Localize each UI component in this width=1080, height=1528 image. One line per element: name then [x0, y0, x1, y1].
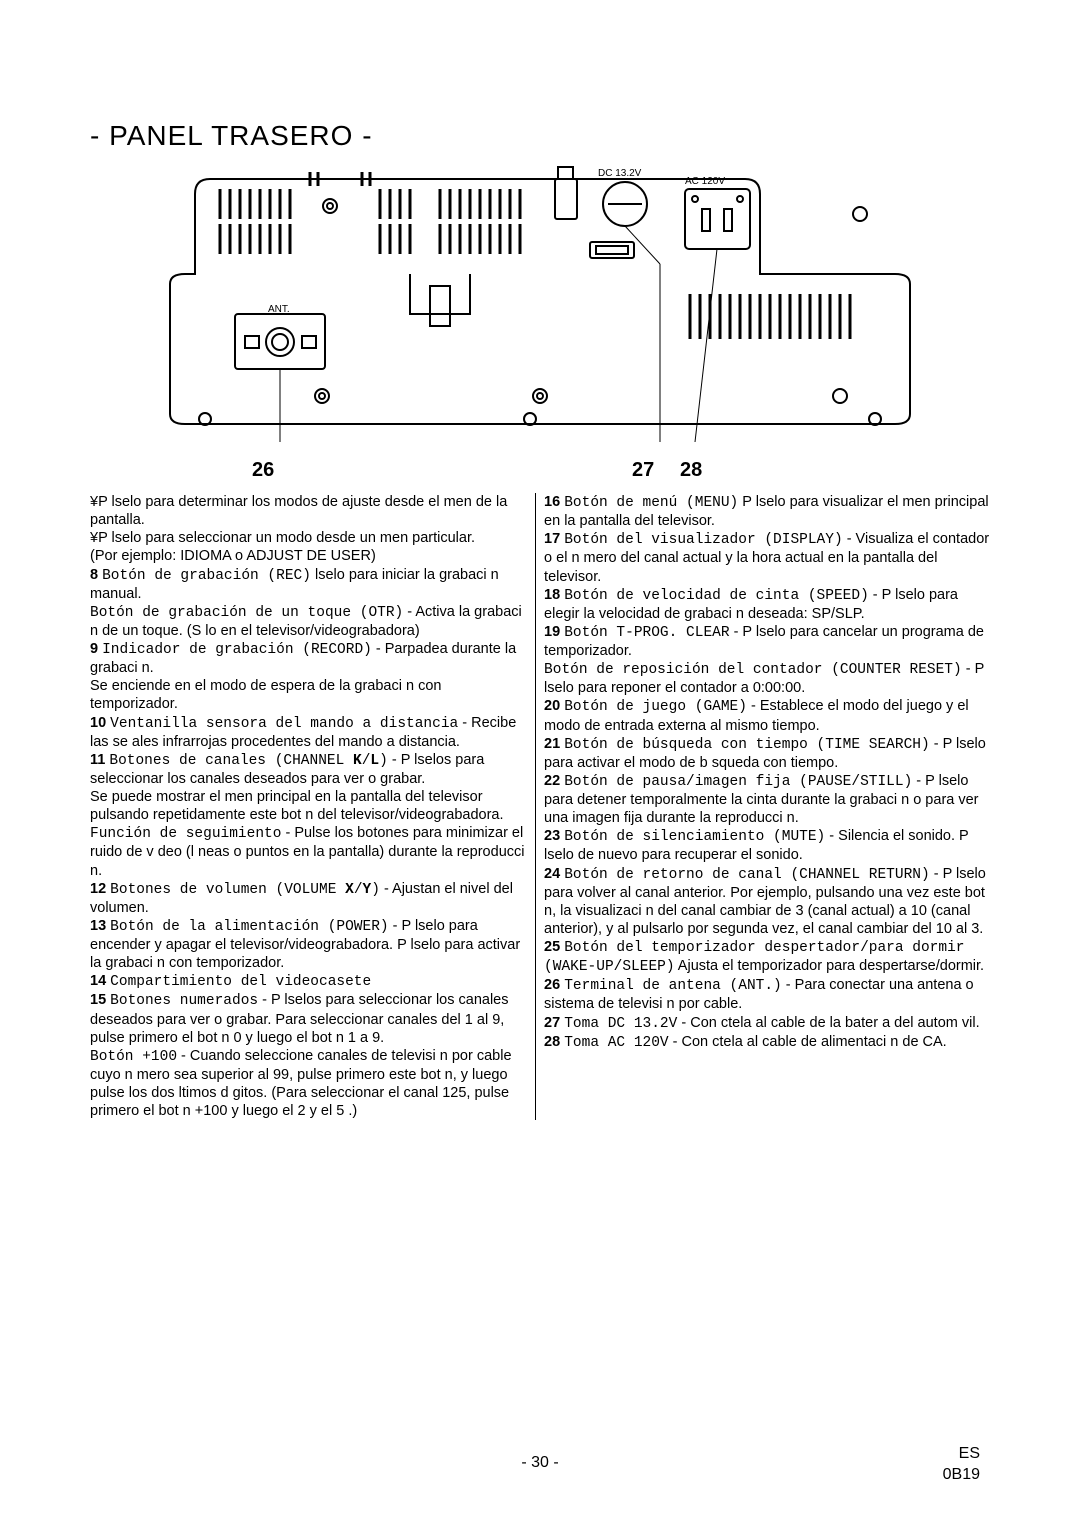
callout-28: 28 [680, 459, 702, 482]
callout-27: 27 [632, 459, 654, 482]
right-column: 16 Botón de menú (MENU) P lselo para vis… [544, 493, 990, 1120]
rear-panel-diagram: DC 13.2V AC 120V ANT. [90, 164, 990, 454]
footer-code-text: 0B19 [943, 1465, 980, 1486]
footer-es: ES [943, 1444, 980, 1465]
ac-label: AC 120V [685, 176, 725, 187]
two-column-text: ¥P lselo para determinar los modos de aj… [90, 493, 990, 1120]
dc-label: DC 13.2V [598, 168, 642, 179]
callout-numbers: 26 27 28 [90, 459, 990, 483]
callout-26: 26 [252, 459, 274, 482]
left-column: ¥P lselo para determinar los modos de aj… [90, 493, 536, 1120]
ant-label: ANT. [268, 304, 290, 315]
section-title: - PANEL TRASERO - [90, 120, 990, 152]
footer-code: ES 0B19 [943, 1444, 980, 1486]
page-number: - 30 - [521, 1454, 558, 1472]
